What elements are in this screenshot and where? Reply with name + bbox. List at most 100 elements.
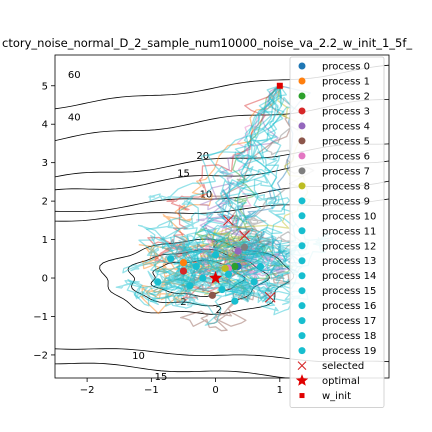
contour-label: 10	[200, 189, 213, 200]
legend-label: process 10	[322, 211, 376, 222]
legend-label: process 18	[322, 331, 376, 342]
legend-swatch	[298, 77, 306, 85]
end-point-process-15	[211, 251, 220, 259]
end-point-process-12	[186, 282, 194, 290]
legend-label: process 3	[322, 106, 370, 117]
legend-swatch	[298, 107, 306, 115]
legend-swatch	[298, 332, 306, 340]
legend-swatch	[298, 272, 306, 280]
legend-swatch	[298, 137, 306, 145]
end-point-process-5	[208, 291, 216, 299]
end-point-process-9	[224, 270, 233, 278]
legend-label: process 11	[322, 226, 376, 237]
legend-swatch	[298, 317, 306, 325]
selected-marker	[223, 214, 234, 226]
legend-label: optimal	[322, 376, 360, 387]
legend-swatch	[295, 374, 309, 386]
w-init-marker	[276, 82, 283, 89]
legend-swatch	[298, 227, 306, 235]
x-tick-label: 0	[212, 385, 218, 396]
trajectory-process-4	[196, 85, 297, 301]
legend-label: process 0	[322, 62, 370, 73]
legend-label: process 8	[322, 181, 370, 192]
contour-label: 40	[68, 113, 81, 124]
chart-title: ctory_noise_normal_D_2_sample_num10000_n…	[2, 36, 412, 50]
legend-label: process 9	[322, 196, 370, 207]
trajectory-process-16	[209, 85, 310, 286]
legend-swatch	[298, 167, 306, 175]
trajectory-process-10	[126, 85, 283, 307]
legend-swatch	[297, 361, 307, 370]
legend-label: process 16	[322, 301, 376, 312]
trajectory-process-12	[115, 85, 281, 306]
legend-label: process 5	[322, 136, 370, 147]
legend-label: process 6	[322, 151, 370, 162]
legend-label: w_init	[322, 391, 351, 402]
legend-swatch	[298, 122, 306, 130]
contour-labels: 60 40 20 15 10 2 2 2 10 15	[68, 70, 222, 383]
contour-label: 2	[216, 305, 222, 316]
end-point-process-18	[231, 297, 239, 305]
y-tick-label: 5	[42, 81, 48, 92]
end-point-process-19	[192, 262, 200, 271]
contour-line	[150, 259, 246, 298]
plot-frame	[54, 54, 390, 379]
legend-swatch	[298, 287, 306, 295]
contour-line	[55, 362, 290, 378]
legend-swatch	[298, 347, 306, 355]
trajectory-process-11	[165, 85, 282, 326]
contour-label: 60	[68, 70, 81, 81]
legend-label: process 15	[322, 286, 376, 297]
legend-label: process 2	[322, 91, 370, 102]
legend-label: process 14	[322, 271, 376, 282]
legend-label: process 12	[322, 241, 376, 252]
legend-swatch	[298, 92, 306, 100]
legend-swatch	[298, 257, 306, 265]
x-tick-label: 1	[277, 385, 283, 396]
y-tick-label: 0	[42, 274, 48, 285]
trajectory-process-3	[147, 85, 281, 303]
trajectory-process-9	[208, 85, 300, 303]
legend-label: process 7	[322, 166, 370, 177]
end-point-process-8	[221, 264, 229, 273]
end-point-process-14	[167, 255, 175, 263]
y-axis: −2 −1 0 1 2 3 4 5	[33, 81, 55, 361]
x-tick-label: −2	[80, 385, 95, 396]
trajectory-process-15	[213, 85, 307, 266]
x-axis: −2 −1 0 1	[80, 378, 283, 396]
legend-swatch	[299, 393, 305, 399]
trajectory-process-13	[210, 85, 300, 305]
contour-label: 15	[177, 168, 190, 179]
legend-swatch	[298, 152, 306, 160]
legend-label: process 17	[322, 316, 376, 327]
trajectory-process-1	[138, 85, 284, 315]
legend-swatch	[298, 197, 306, 205]
legend-label: process 19	[322, 346, 376, 357]
trajectory-process-14	[137, 85, 281, 274]
end-point-process-17	[154, 278, 162, 286]
selected-marker	[239, 230, 250, 242]
markers	[154, 82, 283, 305]
trajectory-process-8	[181, 85, 312, 296]
end-point-process-11	[218, 285, 226, 294]
contour-lines	[55, 64, 389, 378]
legend-label: process 4	[322, 121, 370, 132]
end-point-process-16	[256, 262, 265, 271]
selected-marker	[264, 291, 276, 303]
optimal-marker	[208, 271, 223, 284]
legend-swatch	[298, 62, 306, 70]
x-tick-label: −1	[144, 385, 159, 396]
end-point-process-1	[179, 259, 188, 267]
y-tick-label: −1	[33, 312, 48, 323]
end-point-process-4	[234, 247, 242, 255]
legend: process 0 process 1 process 2 process 3 proc…	[289, 56, 385, 408]
legend-label: process 1	[322, 76, 370, 87]
legend-box	[289, 56, 385, 408]
legend-swatch	[298, 242, 306, 250]
y-tick-label: 4	[42, 120, 48, 131]
contour-label: 2	[180, 297, 186, 308]
contour-line	[127, 248, 270, 307]
contour-label: 15	[155, 372, 168, 383]
y-tick-label: 1	[42, 235, 48, 246]
